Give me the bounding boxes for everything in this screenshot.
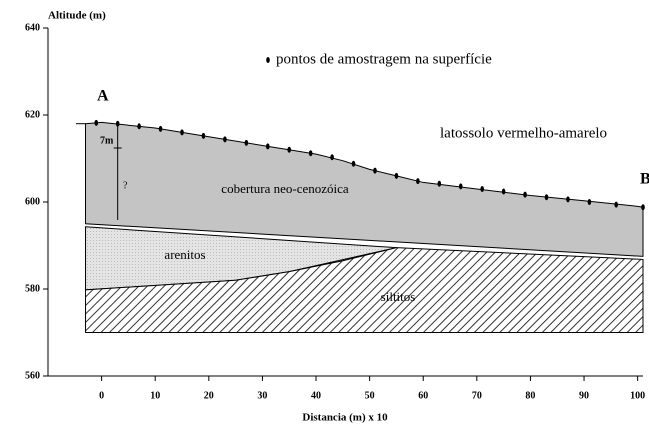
x-tick-label: 80 <box>525 390 535 401</box>
annotation: ? <box>123 180 128 191</box>
sample-point <box>395 173 399 179</box>
sample-point <box>438 181 442 187</box>
annotation: A <box>97 88 109 105</box>
sample-point <box>202 133 206 139</box>
sample-point <box>116 121 120 127</box>
sample-point <box>223 136 227 142</box>
y-tick-label: 580 <box>25 283 40 294</box>
x-tick-label: 10 <box>150 390 160 401</box>
sample-point <box>588 199 592 205</box>
layer-label: siltitos <box>381 289 416 304</box>
sample-point <box>459 183 463 189</box>
sample-point <box>373 168 377 174</box>
legend-symbol <box>266 57 270 63</box>
sample-point <box>352 161 356 167</box>
sample-point <box>137 123 141 129</box>
sample-point <box>502 189 506 195</box>
y-tick-label: 560 <box>25 370 40 381</box>
legend-label: pontos de amostragem na superfície <box>276 51 492 67</box>
sample-point <box>545 194 549 200</box>
sample-point <box>287 147 291 153</box>
x-tick-label: 20 <box>204 390 214 401</box>
annotation: 7m <box>100 135 114 146</box>
sample-point <box>266 143 270 149</box>
sample-point <box>159 126 163 132</box>
x-tick-label: 0 <box>99 390 104 401</box>
sample-point <box>641 204 645 210</box>
layer-label: arenitos <box>164 247 205 262</box>
x-tick-label: 70 <box>472 390 482 401</box>
sample-point <box>480 186 484 192</box>
sample-point <box>245 140 249 146</box>
x-tick-label: 30 <box>257 390 267 401</box>
annotation: B <box>640 171 649 188</box>
sample-point <box>330 154 334 160</box>
chart: Altitude (m) Distancia (m) x 10 cobertur… <box>0 0 649 425</box>
sample-point <box>614 202 618 208</box>
x-tick-label: 60 <box>418 390 428 401</box>
x-tick-label: 100 <box>630 390 645 401</box>
x-axis-title: Distancia (m) x 10 <box>302 412 388 424</box>
x-tick-label: 40 <box>311 390 321 401</box>
sample-point <box>523 192 527 198</box>
x-tick-label: 90 <box>579 390 589 401</box>
y-tick-label: 600 <box>25 196 40 207</box>
sample-point <box>309 150 313 156</box>
y-axis-title: Altitude (m) <box>48 10 106 22</box>
y-tick-label: 620 <box>25 109 40 120</box>
layer-label: cobertura neo-cenozóica <box>221 181 349 196</box>
sample-point <box>180 129 184 135</box>
sample-point <box>94 120 98 126</box>
annotation: latossolo vermelho-amarelo <box>440 125 607 141</box>
sample-point <box>566 196 570 202</box>
sample-point <box>416 178 420 184</box>
y-tick-label: 640 <box>25 22 40 33</box>
x-tick-label: 50 <box>365 390 375 401</box>
